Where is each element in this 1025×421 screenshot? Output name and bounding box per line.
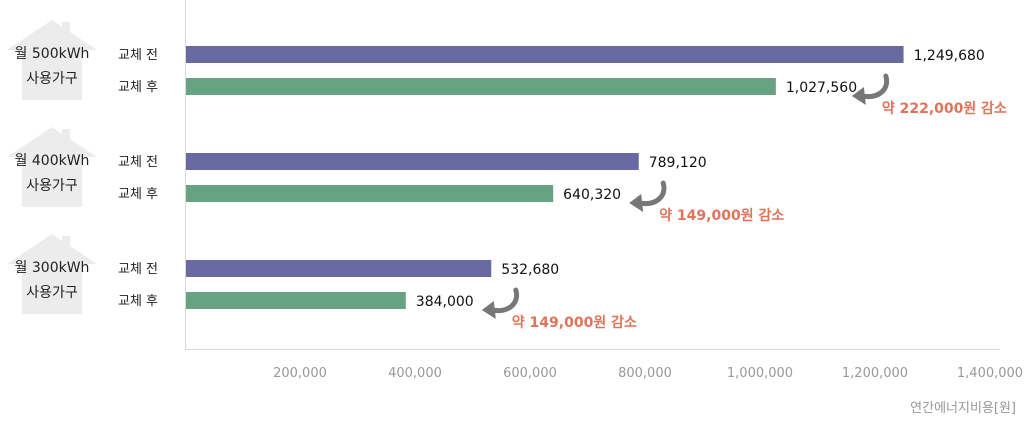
group-label-line1: 월 400kWh xyxy=(15,153,90,169)
data-label: 789,120 xyxy=(649,155,707,171)
group-label-line2: 사용가구 xyxy=(26,71,78,87)
x-axis-ticks: 200,000 400,000 600,000 800,000 1,000,000 1,2… xyxy=(273,366,1023,381)
tick-label: 200,000 xyxy=(273,366,327,381)
tick-label: 800,000 xyxy=(618,366,672,381)
group-label-line1: 월 300kWh xyxy=(15,260,90,276)
bar-group: 월 500kWh 사용가구 교체 전 1,249,680 교체 후 1,027,560 약 … xyxy=(15,46,1007,117)
bar-label: 교체 후 xyxy=(118,80,158,95)
group-label-line1: 월 500kWh xyxy=(15,46,90,62)
bar-group: 월 300kWh 사용가구 교체 전 532,680 교체 후 384,000 약 149,… xyxy=(15,260,637,331)
savings-arrow-icon xyxy=(859,73,890,100)
data-label: 1,027,560 xyxy=(786,80,857,96)
bar-label: 교체 전 xyxy=(118,155,158,170)
bar xyxy=(186,46,904,63)
bar-label: 교체 후 xyxy=(118,187,158,202)
tick-label: 600,000 xyxy=(503,366,557,381)
bar-group: 월 400kWh 사용가구 교체 전 789,120 교체 후 640,320 약 149,… xyxy=(15,153,784,224)
group-label-line2: 사용가구 xyxy=(26,285,78,301)
house-icons xyxy=(7,20,97,314)
bar-label: 교체 후 xyxy=(118,294,158,309)
house-icon xyxy=(7,20,97,100)
bar xyxy=(186,78,776,95)
data-label: 1,249,680 xyxy=(914,48,985,64)
tick-label: 1,200,000 xyxy=(842,366,908,381)
savings-arrowhead-icon xyxy=(481,301,496,319)
savings-arrowhead-icon xyxy=(629,194,644,212)
savings-arrow-icon xyxy=(489,287,520,314)
house-icon xyxy=(7,127,97,207)
bar-label: 교체 전 xyxy=(118,262,158,277)
data-label: 640,320 xyxy=(563,187,621,203)
savings-arrowhead-icon xyxy=(851,87,866,105)
savings-arrow-icon xyxy=(636,180,667,207)
house-icon xyxy=(7,234,97,314)
bar xyxy=(186,292,406,309)
bar xyxy=(186,185,554,202)
group-label-line2: 사용가구 xyxy=(26,178,78,194)
bar xyxy=(186,153,639,170)
bar xyxy=(186,260,492,277)
data-label: 384,000 xyxy=(416,294,474,310)
bar-label: 교체 전 xyxy=(118,48,158,63)
savings-label: 약 222,000원 감소 xyxy=(882,100,1007,117)
savings-label: 약 149,000원 감소 xyxy=(659,207,784,224)
x-axis-unit-label: 연간에너지비용[원] xyxy=(910,401,1016,416)
tick-label: 400,000 xyxy=(388,366,442,381)
savings-label: 약 149,000원 감소 xyxy=(512,314,637,331)
data-label: 532,680 xyxy=(501,262,559,278)
tick-label: 1,000,000 xyxy=(727,366,793,381)
tick-label: 1,400,000 xyxy=(957,366,1023,381)
